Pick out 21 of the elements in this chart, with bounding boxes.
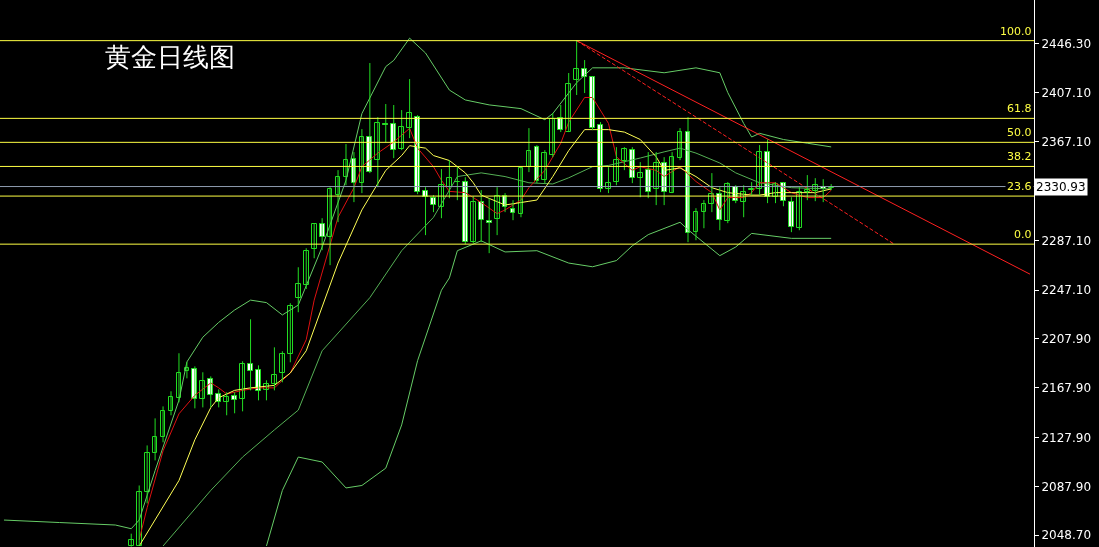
y-tick-label: 2446.30 <box>1041 37 1092 52</box>
y-tick-label: 2207.90 <box>1041 331 1092 346</box>
text: 黄金日线图 <box>105 42 235 72</box>
line-series <box>265 221 832 547</box>
y-tick-label: 2407.10 <box>1041 85 1092 100</box>
line-series <box>3 37 832 530</box>
candlestick <box>382 103 388 143</box>
y-tick-label: 2048.70 <box>1041 528 1092 543</box>
y-tick-label: 2247.10 <box>1041 283 1092 298</box>
annotation: 61.8 <box>1007 102 1032 115</box>
annotation: 38.2 <box>1007 150 1032 163</box>
annotation: 50.0 <box>1007 126 1032 139</box>
annotation: 23.6 <box>1007 180 1032 193</box>
y-tick-label: 2167.90 <box>1041 381 1092 396</box>
annotation: 100.0 <box>1000 25 1032 38</box>
ref-line-label: 2330.93 <box>1036 180 1086 194</box>
y-tick-label: 2367.10 <box>1041 135 1092 150</box>
y-tick-label: 2087.90 <box>1041 480 1092 495</box>
y-tick-label: 2287.10 <box>1041 233 1092 248</box>
annotation: 0.0 <box>1014 228 1032 241</box>
y-tick-label: 2127.90 <box>1041 430 1092 445</box>
